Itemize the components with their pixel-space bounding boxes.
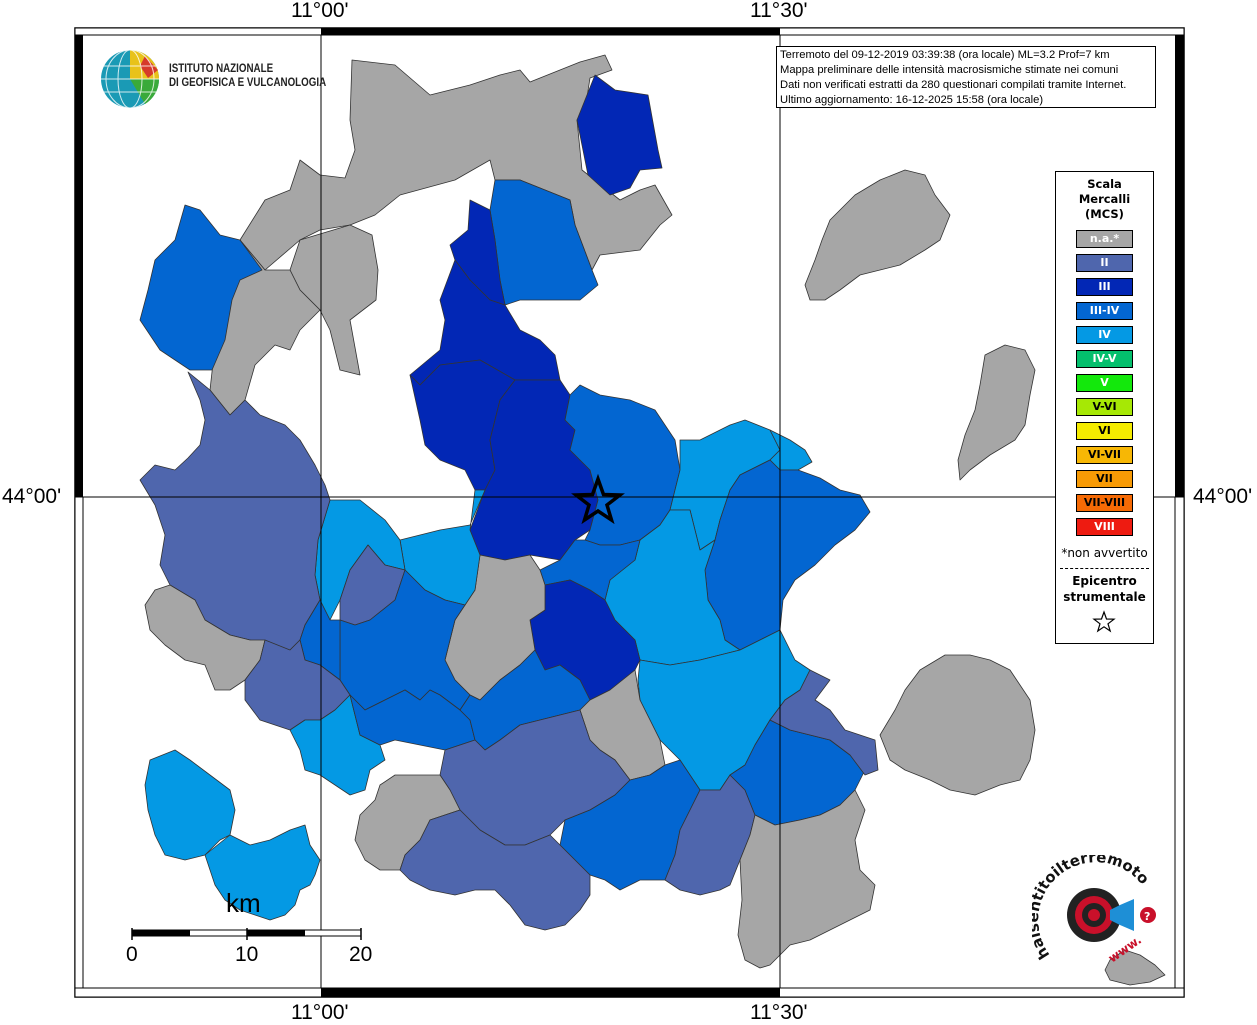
svg-text:?: ? [1144, 910, 1150, 923]
info-line-event: Terremoto del 09-12-2019 03:39:38 (ora l… [780, 49, 1110, 61]
event-info-box: Terremoto del 09-12-2019 03:39:38 (ora l… [776, 46, 1156, 108]
ingv-logo-line1: ISTITUTO NAZIONALE [169, 63, 274, 75]
ingv-logo-line2: DI GEOFISICA E VULCANOLOGIA [169, 77, 327, 89]
frame-top-black [321, 28, 780, 35]
legend-item: V [1076, 374, 1133, 392]
municipality-polygon [399, 809, 591, 931]
legend-item: II [1076, 254, 1133, 272]
legend-item: VI-VII [1076, 446, 1133, 464]
lon-label-top-right: 11°30' [750, 0, 808, 22]
scale-bar [131, 928, 362, 940]
legend-note: *non avvertito [1061, 546, 1148, 560]
legend-epicenter-label: Epicentro strumentale [1056, 573, 1153, 605]
legend-title-line1: Scala [1087, 177, 1122, 191]
frame-right-white [1174, 496, 1185, 989]
legend-divider [1060, 568, 1149, 569]
scale-unit: km [226, 888, 261, 918]
legend-item: VIII [1076, 518, 1133, 536]
legend-item: III [1076, 278, 1133, 296]
info-line-last-update: Ultimo aggiornamento: 16-12-2025 15:58 (… [780, 94, 1044, 106]
legend-item: VII-VIII [1076, 494, 1133, 512]
municipality-polygon [576, 74, 663, 196]
intensity-legend: Scala Mercalli (MCS) n.a.* II III III-IV IV I… [1055, 171, 1154, 644]
legend-title-line2: Mercalli [1078, 192, 1131, 206]
legend-title-line3: (MCS) [1085, 207, 1124, 221]
frame-left-black [75, 35, 83, 497]
star-icon [1092, 610, 1116, 633]
info-line-map-description: Mappa preliminare delle intensità macros… [780, 64, 1119, 76]
legend-item: V-VI [1076, 398, 1133, 416]
lat-label-left: 44°00' [2, 485, 62, 508]
legend-item: III-IV [1076, 302, 1133, 320]
legend-epicenter-line1: Epicentro [1072, 574, 1137, 588]
epicenter-star [571, 473, 625, 525]
globe-icon [101, 49, 160, 109]
frame-left-white [74, 496, 84, 989]
municipality-polygon [204, 824, 321, 921]
legend-title: Scala Mercalli (MCS) [1056, 177, 1153, 222]
lon-label-bottom-right: 11°30' [750, 1001, 808, 1024]
legend-item: IV [1076, 326, 1133, 344]
haisentito-logo-url: www. [1106, 933, 1144, 966]
frame-right-black [1175, 35, 1184, 497]
municipality-polygon [704, 459, 871, 651]
municipality-polygon [144, 749, 236, 861]
lon-label-top-left: 11°00' [291, 0, 349, 22]
municipality-polygon [879, 654, 1036, 796]
municipality-polygon [737, 789, 876, 969]
legend-epicenter-line2: strumentale [1063, 590, 1146, 604]
ingv-logo-text: ISTITUTO NAZIONALE DI GEOFISICA E VULCAN… [169, 62, 326, 90]
municipalities [139, 54, 1166, 986]
frame-bottom-black [321, 988, 780, 997]
legend-item: n.a.* [1076, 230, 1133, 248]
scale-tick-20: 20 [349, 943, 373, 966]
info-line-data-source: Dati non verificati estratti da 280 ques… [780, 79, 1127, 91]
municipality-polygon [1104, 949, 1166, 986]
legend-item: VII [1076, 470, 1133, 488]
ingv-logo [100, 48, 320, 110]
municipality-polygon [289, 694, 386, 796]
municipality-polygon [957, 344, 1036, 481]
target-icon: haisentitoilterremoto.it ? www. [1024, 841, 1156, 966]
municipality-polygon [769, 669, 879, 776]
scale-tick-10: 10 [235, 943, 259, 966]
graticule [83, 35, 1175, 988]
legend-item: VI [1076, 422, 1133, 440]
lon-label-bottom-left: 11°00' [291, 1001, 349, 1024]
lat-label-right: 44°00' [1193, 485, 1253, 508]
municipality-polygon [139, 204, 263, 371]
municipality-polygon [804, 169, 951, 301]
haisentito-logo: haisentitoilterremoto.it ? www. [1024, 841, 1172, 975]
legend-item: IV-V [1076, 350, 1133, 368]
scale-tick-0: 0 [126, 943, 138, 966]
